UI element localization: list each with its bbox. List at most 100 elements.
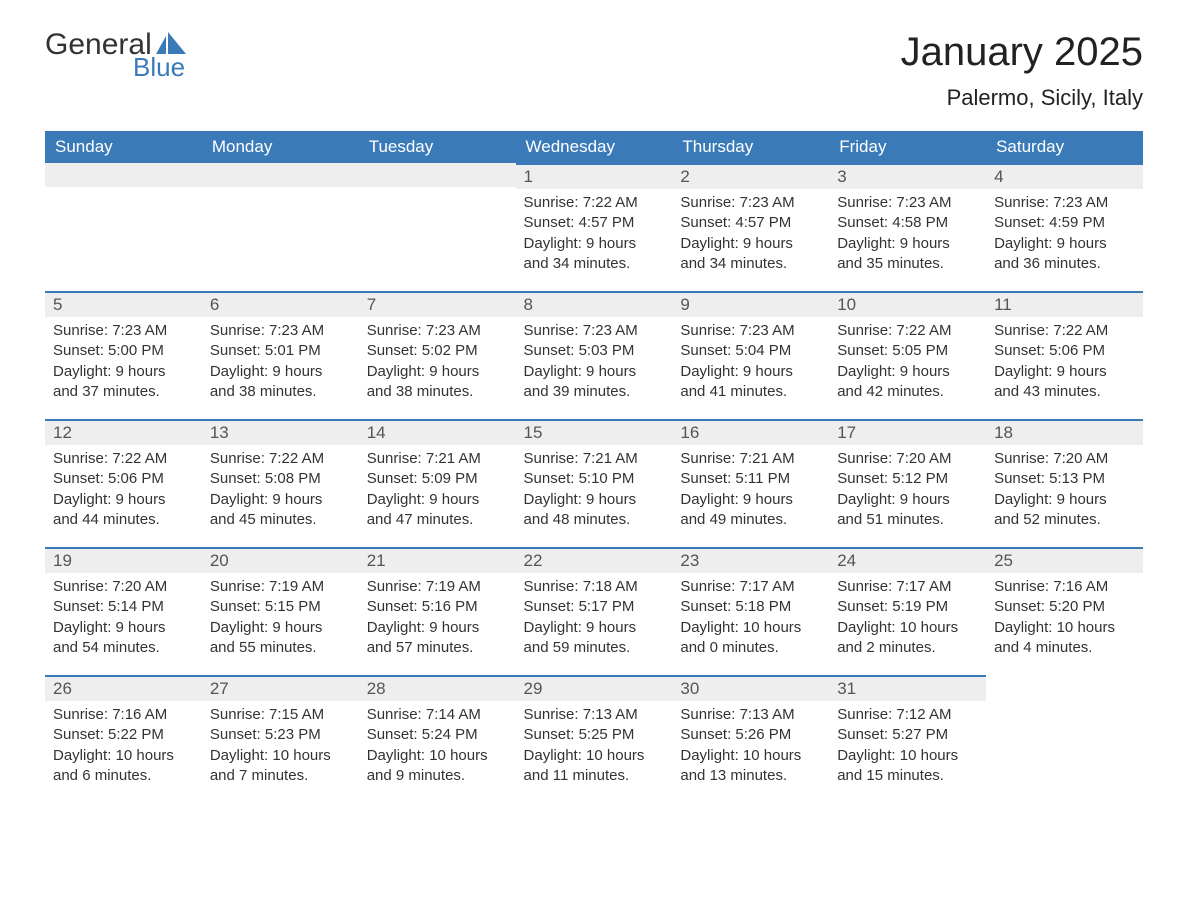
- sunrise-text: Sunrise: 7:12 AM: [837, 705, 978, 725]
- sunrise-text: Sunrise: 7:20 AM: [837, 449, 978, 469]
- daylight-line2: and 57 minutes.: [367, 638, 508, 658]
- day-number: 23: [672, 549, 829, 573]
- calendar-empty-cell: [45, 163, 202, 291]
- calendar-day-cell: 25Sunrise: 7:16 AMSunset: 5:20 PMDayligh…: [986, 547, 1143, 675]
- daylight-line2: and 36 minutes.: [994, 254, 1135, 274]
- day-number: 16: [672, 421, 829, 445]
- daylight-line2: and 34 minutes.: [680, 254, 821, 274]
- daylight-line1: Daylight: 9 hours: [524, 618, 665, 638]
- sunrise-text: Sunrise: 7:17 AM: [837, 577, 978, 597]
- daylight-line1: Daylight: 9 hours: [367, 490, 508, 510]
- day-number: 7: [359, 293, 516, 317]
- day-details: Sunrise: 7:23 AMSunset: 5:04 PMDaylight:…: [672, 317, 829, 406]
- daylight-line1: Daylight: 9 hours: [210, 362, 351, 382]
- daylight-line1: Daylight: 10 hours: [680, 618, 821, 638]
- daylight-line1: Daylight: 10 hours: [367, 746, 508, 766]
- daylight-line1: Daylight: 9 hours: [210, 618, 351, 638]
- calendar-day-cell: 27Sunrise: 7:15 AMSunset: 5:23 PMDayligh…: [202, 675, 359, 790]
- sunrise-text: Sunrise: 7:13 AM: [680, 705, 821, 725]
- sunrise-text: Sunrise: 7:22 AM: [524, 193, 665, 213]
- calendar-day-cell: 6Sunrise: 7:23 AMSunset: 5:01 PMDaylight…: [202, 291, 359, 419]
- sunset-text: Sunset: 5:19 PM: [837, 597, 978, 617]
- calendar-week-row: 26Sunrise: 7:16 AMSunset: 5:22 PMDayligh…: [45, 675, 1143, 790]
- weekday-header: Monday: [202, 131, 359, 163]
- sunrise-text: Sunrise: 7:23 AM: [210, 321, 351, 341]
- sunset-text: Sunset: 5:02 PM: [367, 341, 508, 361]
- page-header: General Blue January 2025 Palermo, Sicil…: [45, 30, 1143, 111]
- daylight-line1: Daylight: 9 hours: [994, 490, 1135, 510]
- day-number: 2: [672, 165, 829, 189]
- day-number: 10: [829, 293, 986, 317]
- day-details: Sunrise: 7:19 AMSunset: 5:16 PMDaylight:…: [359, 573, 516, 662]
- daylight-line1: Daylight: 9 hours: [680, 362, 821, 382]
- weekday-header: Wednesday: [516, 131, 673, 163]
- daylight-line1: Daylight: 9 hours: [524, 234, 665, 254]
- day-details: Sunrise: 7:18 AMSunset: 5:17 PMDaylight:…: [516, 573, 673, 662]
- daylight-line2: and 55 minutes.: [210, 638, 351, 658]
- day-number: 13: [202, 421, 359, 445]
- sunset-text: Sunset: 5:25 PM: [524, 725, 665, 745]
- daylight-line2: and 15 minutes.: [837, 766, 978, 786]
- day-number: 12: [45, 421, 202, 445]
- day-number: 15: [516, 421, 673, 445]
- calendar-week-row: 1Sunrise: 7:22 AMSunset: 4:57 PMDaylight…: [45, 163, 1143, 291]
- daylight-line2: and 2 minutes.: [837, 638, 978, 658]
- calendar-empty-cell: [359, 163, 516, 291]
- sunrise-text: Sunrise: 7:23 AM: [680, 193, 821, 213]
- day-details: Sunrise: 7:23 AMSunset: 4:58 PMDaylight:…: [829, 189, 986, 278]
- day-details: Sunrise: 7:23 AMSunset: 5:02 PMDaylight:…: [359, 317, 516, 406]
- day-number: 8: [516, 293, 673, 317]
- day-details: Sunrise: 7:23 AMSunset: 4:59 PMDaylight:…: [986, 189, 1143, 278]
- day-details: Sunrise: 7:13 AMSunset: 5:26 PMDaylight:…: [672, 701, 829, 790]
- calendar-day-cell: 4Sunrise: 7:23 AMSunset: 4:59 PMDaylight…: [986, 163, 1143, 291]
- daylight-line2: and 13 minutes.: [680, 766, 821, 786]
- calendar-day-cell: 17Sunrise: 7:20 AMSunset: 5:12 PMDayligh…: [829, 419, 986, 547]
- day-details: Sunrise: 7:22 AMSunset: 5:08 PMDaylight:…: [202, 445, 359, 534]
- daylight-line2: and 44 minutes.: [53, 510, 194, 530]
- sunset-text: Sunset: 4:57 PM: [680, 213, 821, 233]
- daylight-line1: Daylight: 9 hours: [53, 362, 194, 382]
- day-details: Sunrise: 7:21 AMSunset: 5:09 PMDaylight:…: [359, 445, 516, 534]
- calendar-week-row: 19Sunrise: 7:20 AMSunset: 5:14 PMDayligh…: [45, 547, 1143, 675]
- daylight-line2: and 48 minutes.: [524, 510, 665, 530]
- day-details: Sunrise: 7:19 AMSunset: 5:15 PMDaylight:…: [202, 573, 359, 662]
- sunrise-text: Sunrise: 7:22 AM: [210, 449, 351, 469]
- daylight-line1: Daylight: 10 hours: [53, 746, 194, 766]
- calendar-day-cell: 18Sunrise: 7:20 AMSunset: 5:13 PMDayligh…: [986, 419, 1143, 547]
- sunrise-text: Sunrise: 7:19 AM: [210, 577, 351, 597]
- day-details: Sunrise: 7:22 AMSunset: 5:06 PMDaylight:…: [986, 317, 1143, 406]
- sunrise-text: Sunrise: 7:15 AM: [210, 705, 351, 725]
- day-number: 19: [45, 549, 202, 573]
- sunrise-text: Sunrise: 7:21 AM: [367, 449, 508, 469]
- month-title: January 2025: [901, 30, 1143, 75]
- daylight-line1: Daylight: 9 hours: [210, 490, 351, 510]
- day-number-empty: [202, 163, 359, 187]
- daylight-line1: Daylight: 9 hours: [367, 618, 508, 638]
- daylight-line1: Daylight: 9 hours: [680, 490, 821, 510]
- daylight-line1: Daylight: 9 hours: [53, 618, 194, 638]
- sunset-text: Sunset: 5:06 PM: [994, 341, 1135, 361]
- daylight-line2: and 52 minutes.: [994, 510, 1135, 530]
- calendar-empty-cell: [986, 675, 1143, 790]
- daylight-line1: Daylight: 9 hours: [680, 234, 821, 254]
- sunset-text: Sunset: 5:24 PM: [367, 725, 508, 745]
- day-number: 1: [516, 165, 673, 189]
- daylight-line1: Daylight: 9 hours: [524, 362, 665, 382]
- calendar-day-cell: 31Sunrise: 7:12 AMSunset: 5:27 PMDayligh…: [829, 675, 986, 790]
- sunset-text: Sunset: 5:03 PM: [524, 341, 665, 361]
- daylight-line1: Daylight: 9 hours: [837, 234, 978, 254]
- day-number-empty: [45, 163, 202, 187]
- sunrise-text: Sunrise: 7:22 AM: [994, 321, 1135, 341]
- sunset-text: Sunset: 5:01 PM: [210, 341, 351, 361]
- daylight-line2: and 41 minutes.: [680, 382, 821, 402]
- sunset-text: Sunset: 5:23 PM: [210, 725, 351, 745]
- day-details: Sunrise: 7:15 AMSunset: 5:23 PMDaylight:…: [202, 701, 359, 790]
- day-details: Sunrise: 7:23 AMSunset: 4:57 PMDaylight:…: [672, 189, 829, 278]
- day-details: Sunrise: 7:20 AMSunset: 5:12 PMDaylight:…: [829, 445, 986, 534]
- daylight-line2: and 11 minutes.: [524, 766, 665, 786]
- daylight-line1: Daylight: 9 hours: [837, 490, 978, 510]
- calendar-day-cell: 1Sunrise: 7:22 AMSunset: 4:57 PMDaylight…: [516, 163, 673, 291]
- day-number: 22: [516, 549, 673, 573]
- day-number: 3: [829, 165, 986, 189]
- weekday-header: Thursday: [672, 131, 829, 163]
